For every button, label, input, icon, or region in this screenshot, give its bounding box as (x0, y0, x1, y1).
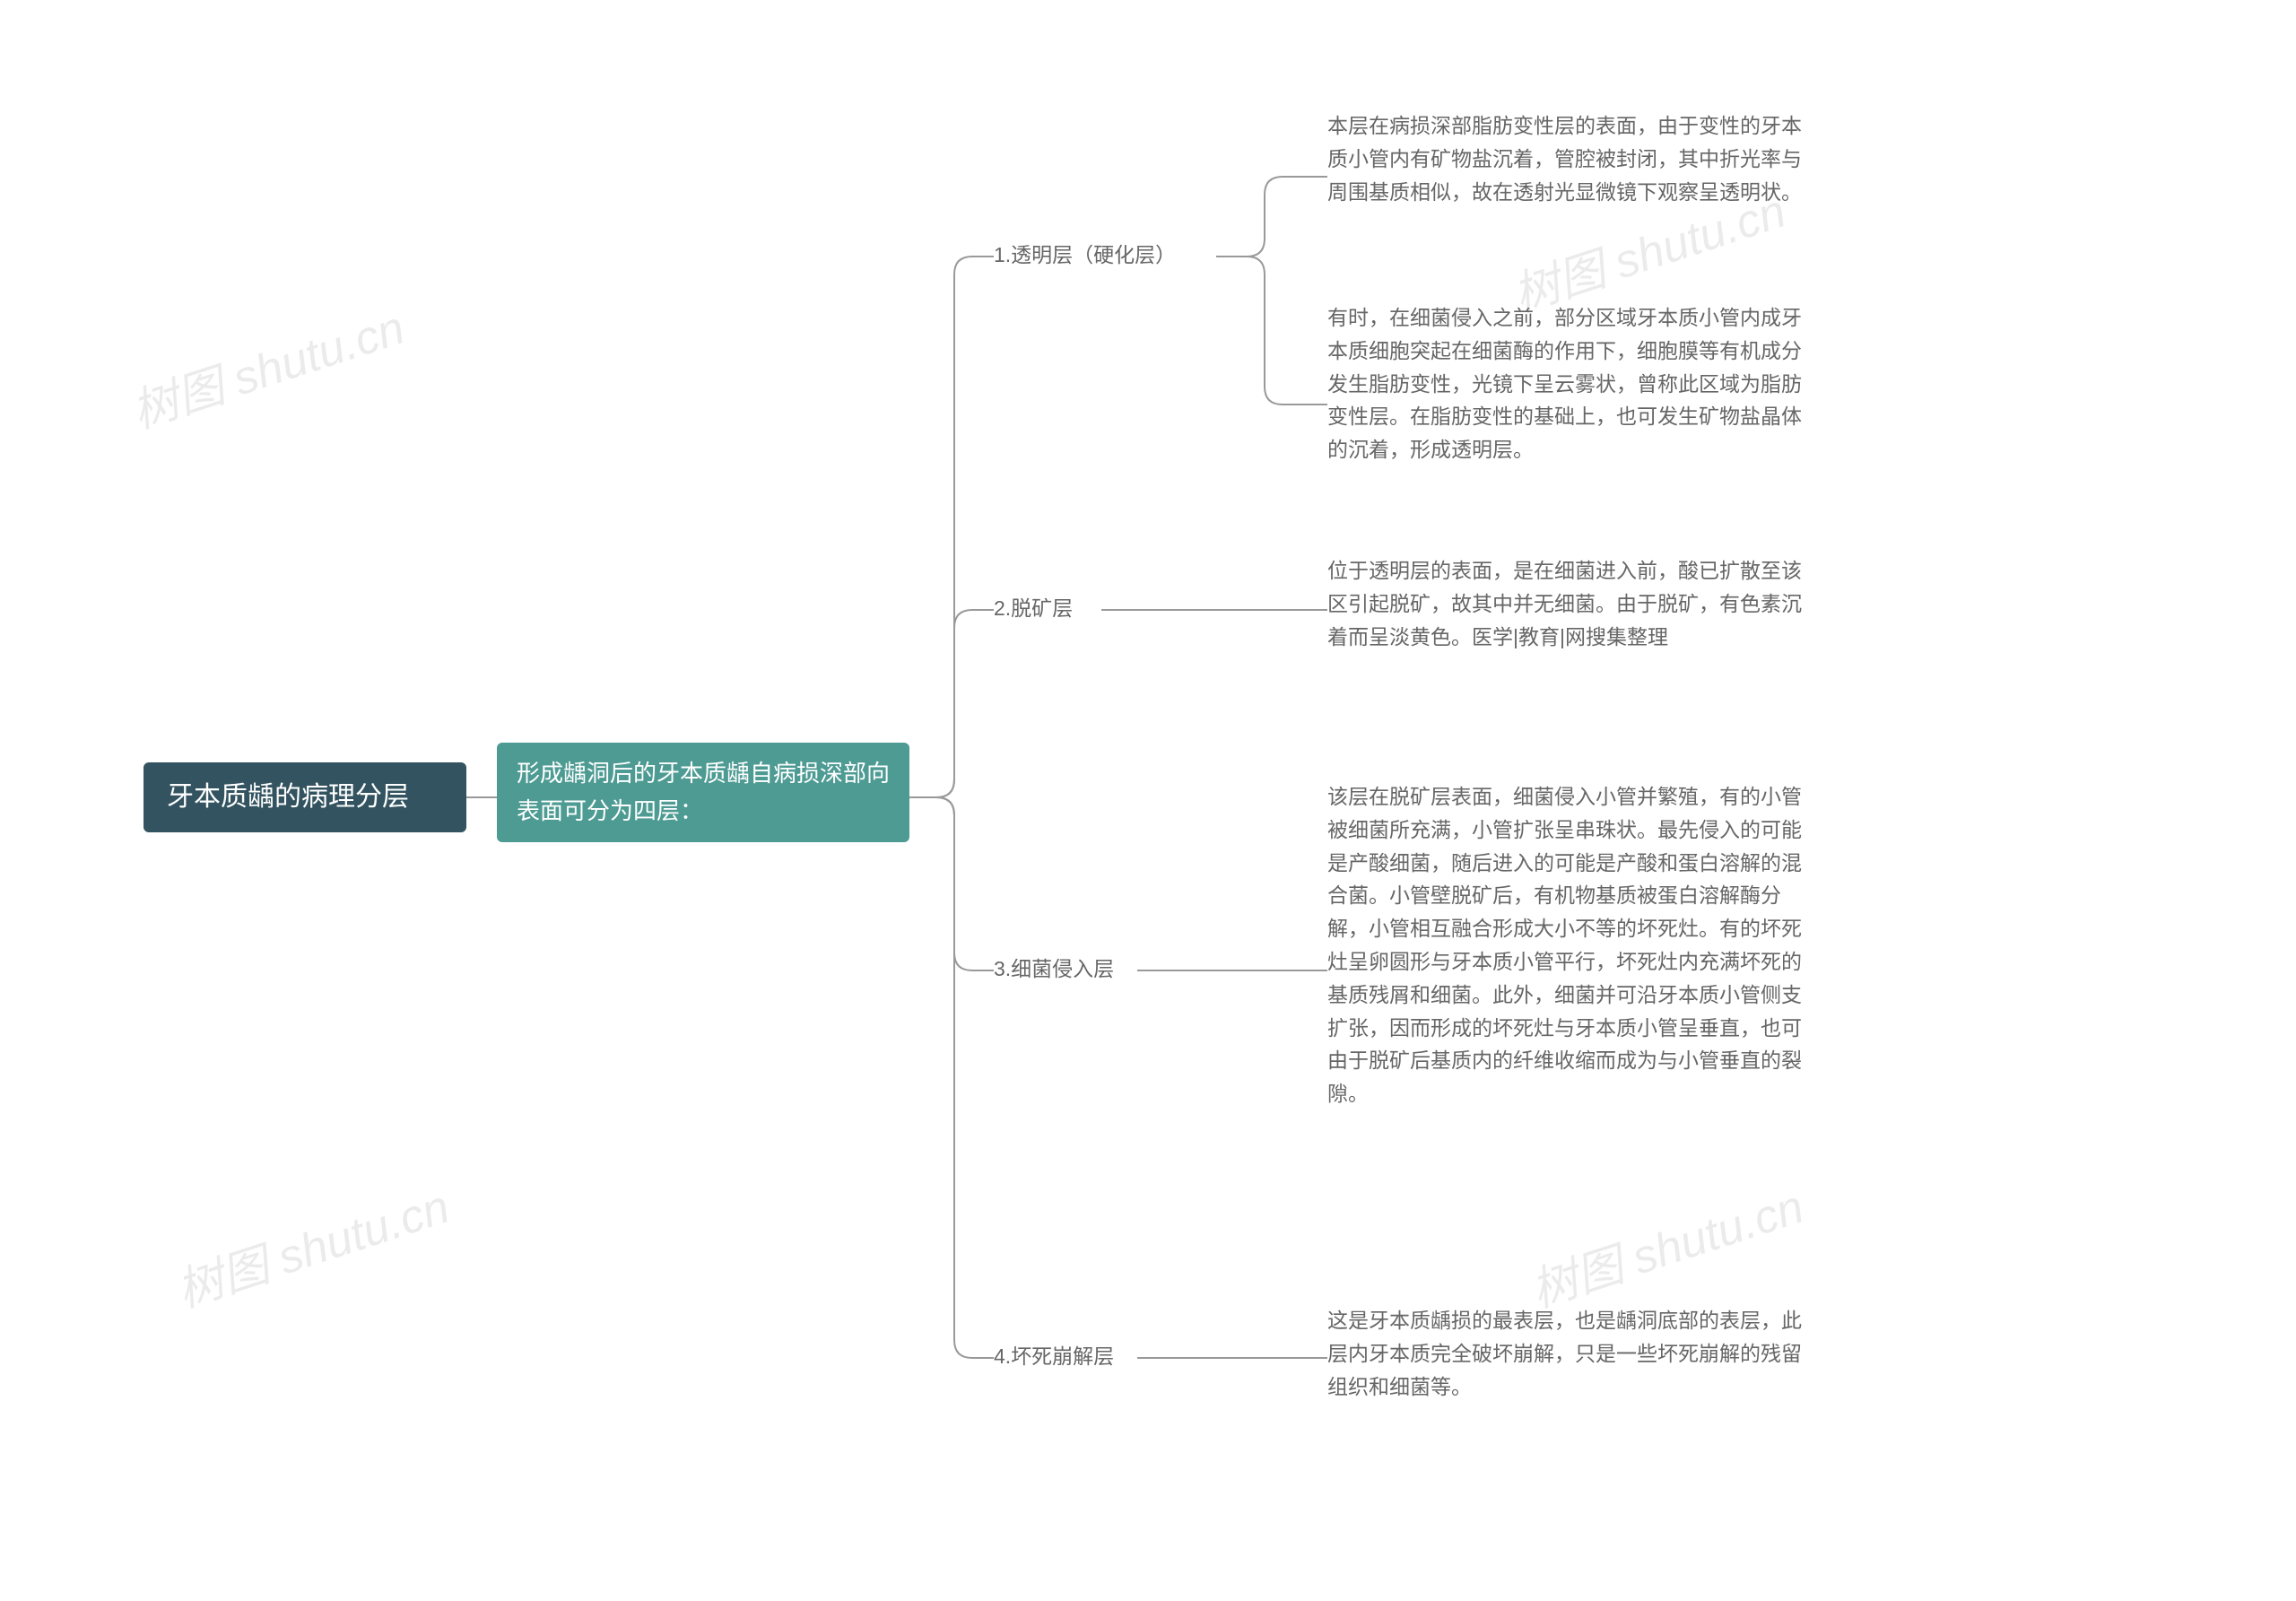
leaf-text: 这是牙本质龋损的最表层，也是龋洞底部的表层，此层内牙本质完全破坏崩解，只是一些坏… (1327, 1309, 1802, 1398)
leaf-text: 本层在病损深部脂肪变性层的表面，由于变性的牙本质小管内有矿物盐沉着，管腔被封闭，… (1327, 114, 1802, 204)
root-label: 牙本质龋的病理分层 (167, 782, 409, 812)
leaf-node: 有时，在细菌侵入之前，部分区域牙本质小管内成牙本质细胞突起在细菌酶的作用下，细胞… (1327, 301, 1821, 466)
branch-text: 2.脱矿层 (994, 596, 1073, 620)
leaf-text: 位于透明层的表面，是在细菌进入前，酸已扩散至该区引起脱矿，故其中并无细菌。由于脱… (1327, 559, 1802, 648)
watermark: 树图 shutu.cn (1521, 1169, 1811, 1320)
root-node: 牙本质龋的病理分层 (144, 762, 466, 832)
leaf-node: 这是牙本质龋损的最表层，也是龋洞底部的表层，此层内牙本质完全破坏崩解，只是一些坏… (1327, 1304, 1821, 1403)
leaf-node: 位于透明层的表面，是在细菌进入前，酸已扩散至该区引起脱矿，故其中并无细菌。由于脱… (1327, 554, 1821, 653)
watermark: 树图 shutu.cn (122, 290, 412, 441)
branch-text: 3.细菌侵入层 (994, 957, 1114, 980)
sub-node: 形成龋洞后的牙本质龋自病损深部向表面可分为四层： (497, 743, 909, 842)
branch-label: 2.脱矿层 (994, 592, 1101, 625)
watermark: 树图 shutu.cn (167, 1169, 457, 1320)
branch-label: 3.细菌侵入层 (994, 953, 1137, 986)
leaf-text: 该层在脱矿层表面，细菌侵入小管并繁殖，有的小管被细菌所充满，小管扩张呈串珠状。最… (1327, 785, 1802, 1105)
leaf-node: 本层在病损深部脂肪变性层的表面，由于变性的牙本质小管内有矿物盐沉着，管腔被封闭，… (1327, 109, 1821, 208)
sub-label: 形成龋洞后的牙本质龋自病损深部向表面可分为四层： (517, 760, 890, 824)
leaf-text: 有时，在细菌侵入之前，部分区域牙本质小管内成牙本质细胞突起在细菌酶的作用下，细胞… (1327, 306, 1802, 461)
branch-text: 4.坏死崩解层 (994, 1344, 1114, 1368)
branch-label: 4.坏死崩解层 (994, 1340, 1137, 1373)
leaf-node: 该层在脱矿层表面，细菌侵入小管并繁殖，有的小管被细菌所充满，小管扩张呈串珠状。最… (1327, 780, 1821, 1110)
branch-text: 1.透明层（硬化层） (994, 243, 1176, 266)
branch-label: 1.透明层（硬化层） (994, 239, 1216, 272)
